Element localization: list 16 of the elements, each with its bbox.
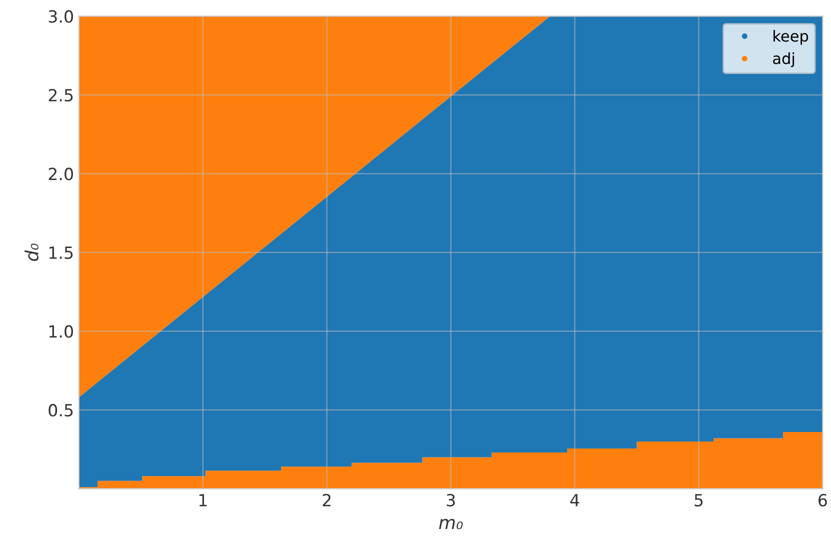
legend-label: adj — [773, 52, 794, 68]
x-tick-label: 3 — [446, 494, 455, 506]
y-tick-label: 2.0 — [48, 168, 73, 180]
y-tick-label: 2.5 — [48, 88, 73, 102]
y-tick-label: 1.0 — [49, 325, 73, 338]
y-axis-title: d₀ — [24, 244, 39, 261]
x-tick-label: 6 — [818, 494, 827, 506]
x-tick-label: 1 — [199, 494, 207, 506]
y-tick-label: 1.5 — [49, 246, 73, 260]
x-tick-label: 2 — [322, 494, 330, 506]
legend-label: keep — [774, 30, 808, 45]
x-axis-title: m₀ — [439, 518, 463, 530]
x-tick-label: 4 — [570, 494, 580, 506]
y-tick-label: 3.0 — [48, 10, 73, 23]
y-tick-label: 0.5 — [48, 404, 73, 417]
x-tick-label: 5 — [694, 494, 703, 506]
